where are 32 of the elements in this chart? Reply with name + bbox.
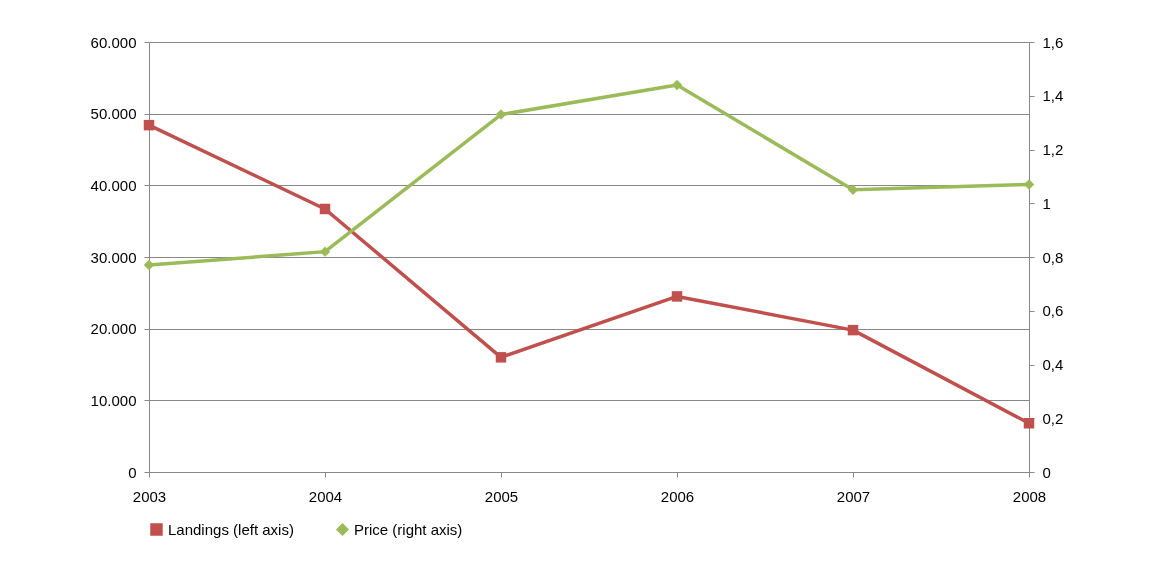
y2-tick-label: 0,2 bbox=[1042, 409, 1064, 427]
x-tick-label: 2008 bbox=[1012, 487, 1047, 505]
y-tick-label: 50.000 bbox=[90, 105, 137, 123]
legend-label: Landings (left axis) bbox=[168, 520, 294, 538]
legend-label: Price (right axis) bbox=[354, 520, 463, 538]
y-tick-label: 0 bbox=[128, 463, 137, 481]
y2-tick-label: 1,4 bbox=[1042, 87, 1064, 105]
y2-tick-label: 1 bbox=[1042, 194, 1051, 212]
point bbox=[1023, 418, 1035, 429]
point bbox=[847, 324, 859, 336]
y2-tick-label: 0,8 bbox=[1042, 248, 1064, 266]
point bbox=[319, 203, 331, 215]
y-tick-label: 10.000 bbox=[90, 391, 137, 409]
y2-tick-label: 0,6 bbox=[1042, 302, 1064, 320]
point bbox=[671, 291, 683, 302]
y2-tick-label: 0,4 bbox=[1042, 356, 1064, 373]
point bbox=[495, 109, 507, 120]
y-tick-label: 30.000 bbox=[90, 248, 137, 266]
point bbox=[319, 246, 331, 257]
x-tick-label: 2004 bbox=[308, 487, 343, 505]
y-tick-label: 60.000 bbox=[90, 33, 137, 51]
y2-tick-label: 1,6 bbox=[1042, 33, 1064, 51]
x-tick-label: 2003 bbox=[132, 487, 167, 505]
y-tick-label: 40.000 bbox=[90, 176, 137, 194]
y2-tick-label: 1,2 bbox=[1042, 141, 1064, 158]
y2-tick-label: 0 bbox=[1042, 463, 1051, 481]
x-tick-label: 2006 bbox=[660, 487, 695, 505]
x-tick-label: 2005 bbox=[484, 487, 519, 505]
x-tick-label: 2007 bbox=[836, 487, 871, 505]
point bbox=[143, 119, 155, 131]
point bbox=[495, 352, 507, 363]
y-tick-label: 20.000 bbox=[90, 320, 137, 338]
